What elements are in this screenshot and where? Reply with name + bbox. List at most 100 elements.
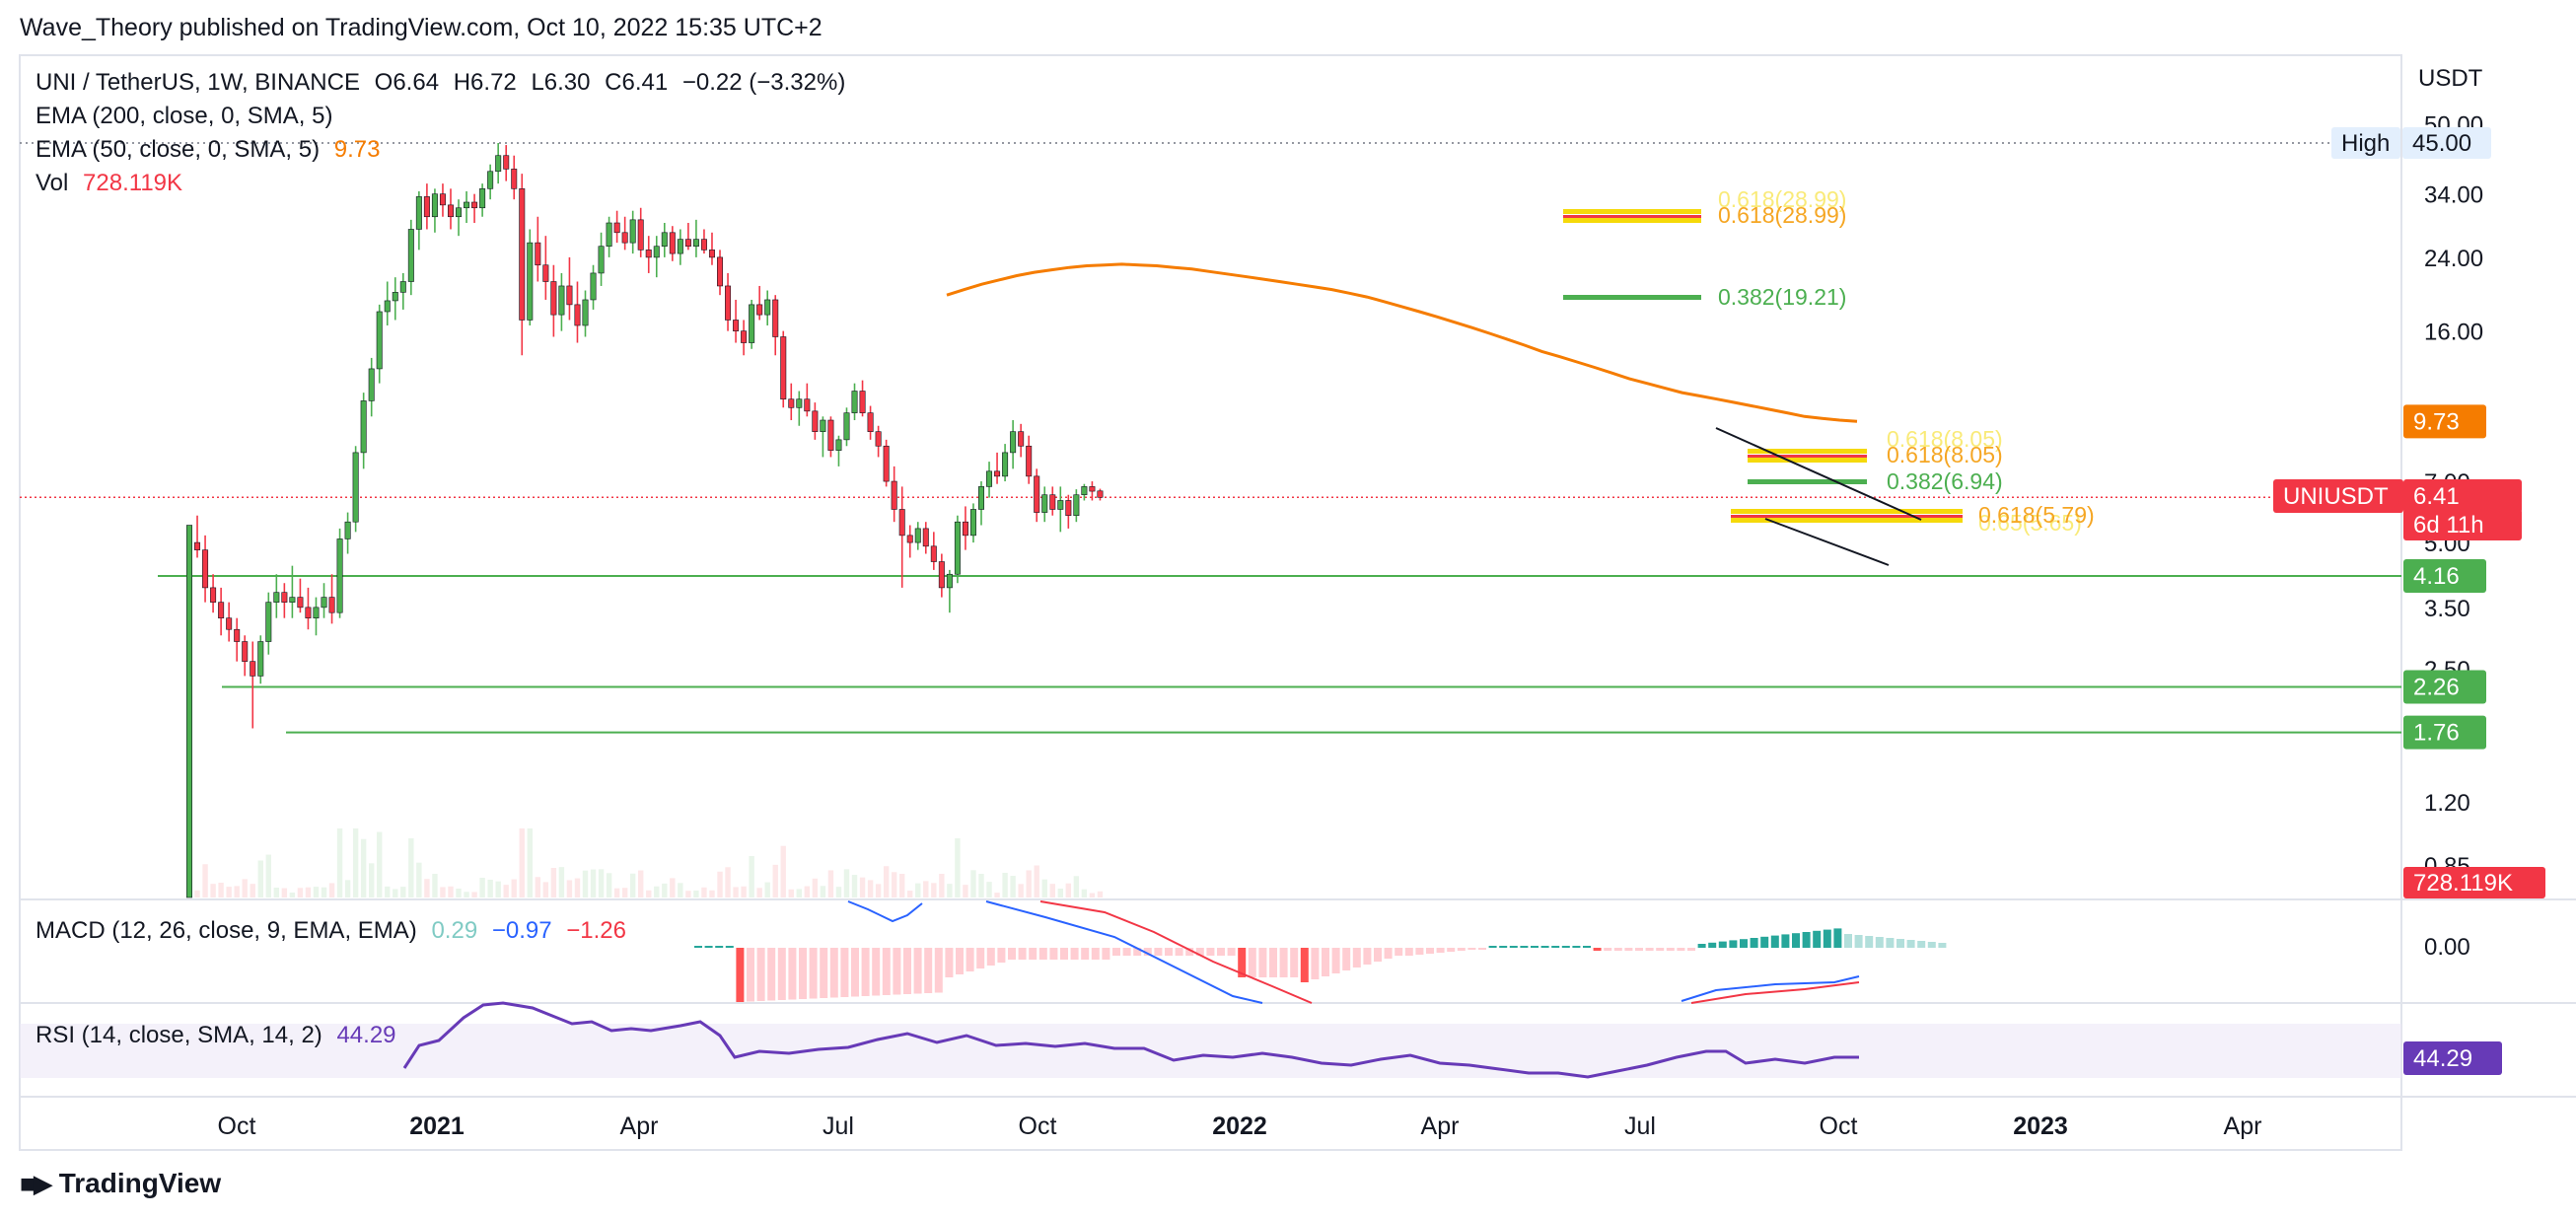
volume-bar bbox=[503, 885, 509, 897]
volume-bar bbox=[234, 886, 240, 897]
volume-bar bbox=[210, 884, 216, 897]
candle-body bbox=[1089, 486, 1096, 492]
volume-bar bbox=[986, 882, 992, 897]
candle-body bbox=[527, 242, 534, 321]
volume-bar bbox=[218, 883, 224, 897]
time-tick-label: Oct bbox=[218, 1112, 256, 1140]
candle-body bbox=[487, 171, 494, 189]
candle-body bbox=[780, 336, 787, 400]
candle-body bbox=[265, 602, 272, 642]
volume-bar bbox=[891, 872, 897, 897]
macd-hist-bar bbox=[715, 946, 724, 948]
legend-change: −0.22 (−3.32%) bbox=[681, 69, 846, 96]
last-price-countdown: 6d 11h bbox=[2413, 512, 2484, 538]
legend-ema50-value: 9.73 bbox=[333, 136, 381, 163]
macd-hist-bar bbox=[1697, 944, 1706, 948]
candle-body bbox=[464, 201, 470, 209]
volume-bar bbox=[336, 828, 343, 897]
volume-bar bbox=[1002, 873, 1008, 897]
macd-hist-bar bbox=[1844, 934, 1852, 948]
time-tick-label: 2023 bbox=[2013, 1112, 2068, 1140]
macd-layer bbox=[694, 900, 1947, 1004]
volume-bar bbox=[511, 879, 517, 897]
macd-hist-bar bbox=[1404, 948, 1413, 956]
candle-body bbox=[796, 398, 803, 408]
candle-body bbox=[250, 661, 256, 677]
macd-hist-bar bbox=[1384, 948, 1393, 959]
candle-body bbox=[392, 292, 398, 302]
macd-hist-bar bbox=[1823, 929, 1831, 948]
support-chip: 4.16 bbox=[2413, 563, 2460, 590]
volume-chip: 728.119K bbox=[2413, 870, 2513, 896]
macd-hist-bar bbox=[924, 948, 933, 993]
macd-hist-bar bbox=[1531, 946, 1538, 948]
candle-body bbox=[503, 155, 510, 170]
macd-hist-bar bbox=[966, 948, 974, 971]
last-price-value: 6.41 bbox=[2413, 483, 2460, 510]
candle-body bbox=[535, 242, 541, 266]
macd-hist-bar bbox=[1415, 948, 1424, 955]
rsi-chip: 44.29 bbox=[2413, 1045, 2472, 1072]
volume-bar bbox=[558, 867, 565, 897]
volume-bar bbox=[590, 869, 597, 897]
volume-bar bbox=[297, 888, 304, 897]
volume-bar bbox=[947, 884, 953, 897]
rsi-chip-bg bbox=[2403, 1041, 2502, 1075]
macd-hist-bar bbox=[799, 948, 807, 999]
volume-bar bbox=[733, 887, 739, 897]
legend-symbol: UNI / TetherUS, 1W, BINANCE O6.64 H6.72 … bbox=[36, 69, 853, 97]
tradingview-wordmark: TradingView bbox=[58, 1168, 222, 1198]
macd-hist-bar bbox=[934, 948, 943, 993]
candle-body bbox=[883, 445, 890, 482]
volume-bar bbox=[281, 888, 288, 897]
macd-hist-bar bbox=[1165, 948, 1173, 956]
volume-bar bbox=[907, 891, 913, 897]
candle-body bbox=[289, 597, 296, 603]
volume-bar bbox=[1010, 876, 1016, 897]
volume-bar bbox=[788, 889, 794, 897]
volume-bar bbox=[1034, 865, 1039, 897]
candle-body bbox=[914, 528, 921, 543]
macd-signal-line bbox=[1039, 900, 1313, 1004]
fib-line bbox=[1748, 458, 1867, 463]
legend-ema200: EMA (200, close, 0, SMA, 5) bbox=[36, 103, 333, 129]
candle-body bbox=[210, 587, 217, 603]
price-tick-label: 1.20 bbox=[2424, 790, 2470, 817]
volume-bar bbox=[1073, 876, 1080, 897]
publish-header: Wave_Theory published on TradingView.com… bbox=[20, 14, 823, 41]
candle-body bbox=[851, 391, 858, 413]
support-chip: 1.76 bbox=[2413, 720, 2460, 747]
volume-bar bbox=[772, 864, 778, 897]
volume-bar bbox=[456, 889, 462, 897]
volume-bar bbox=[1089, 893, 1096, 897]
candle-body bbox=[938, 561, 945, 589]
volume-bar bbox=[725, 867, 731, 897]
macd-hist-bar bbox=[1886, 938, 1895, 948]
candle-body bbox=[661, 232, 668, 248]
macd-hist-bar bbox=[893, 948, 901, 995]
candle-body bbox=[542, 264, 549, 282]
macd-hist-bar bbox=[1708, 942, 1717, 948]
fib-line bbox=[1731, 509, 1963, 514]
macd-hist-bar bbox=[903, 948, 911, 994]
volume-bar bbox=[859, 877, 866, 897]
candle-body bbox=[969, 509, 976, 537]
macd-hist-bar bbox=[1938, 943, 1947, 948]
macd-hist-bar bbox=[1613, 948, 1622, 951]
candle-body bbox=[906, 535, 913, 543]
macd-hist-bar bbox=[1217, 948, 1225, 956]
volume-bar bbox=[804, 886, 811, 897]
volume-bar bbox=[479, 878, 485, 897]
candle-body bbox=[598, 246, 605, 274]
fib-line bbox=[1563, 209, 1701, 214]
macd-hist-bar bbox=[820, 948, 828, 998]
macd-hist-bar bbox=[945, 948, 954, 977]
candle-body bbox=[875, 431, 882, 447]
candle-body bbox=[456, 207, 463, 218]
macd-hist-bar bbox=[1718, 941, 1727, 948]
candle-body bbox=[1081, 486, 1088, 496]
volume-bar bbox=[701, 887, 707, 897]
fib-line bbox=[1563, 295, 1701, 300]
macd-hist-bar bbox=[736, 948, 745, 1002]
